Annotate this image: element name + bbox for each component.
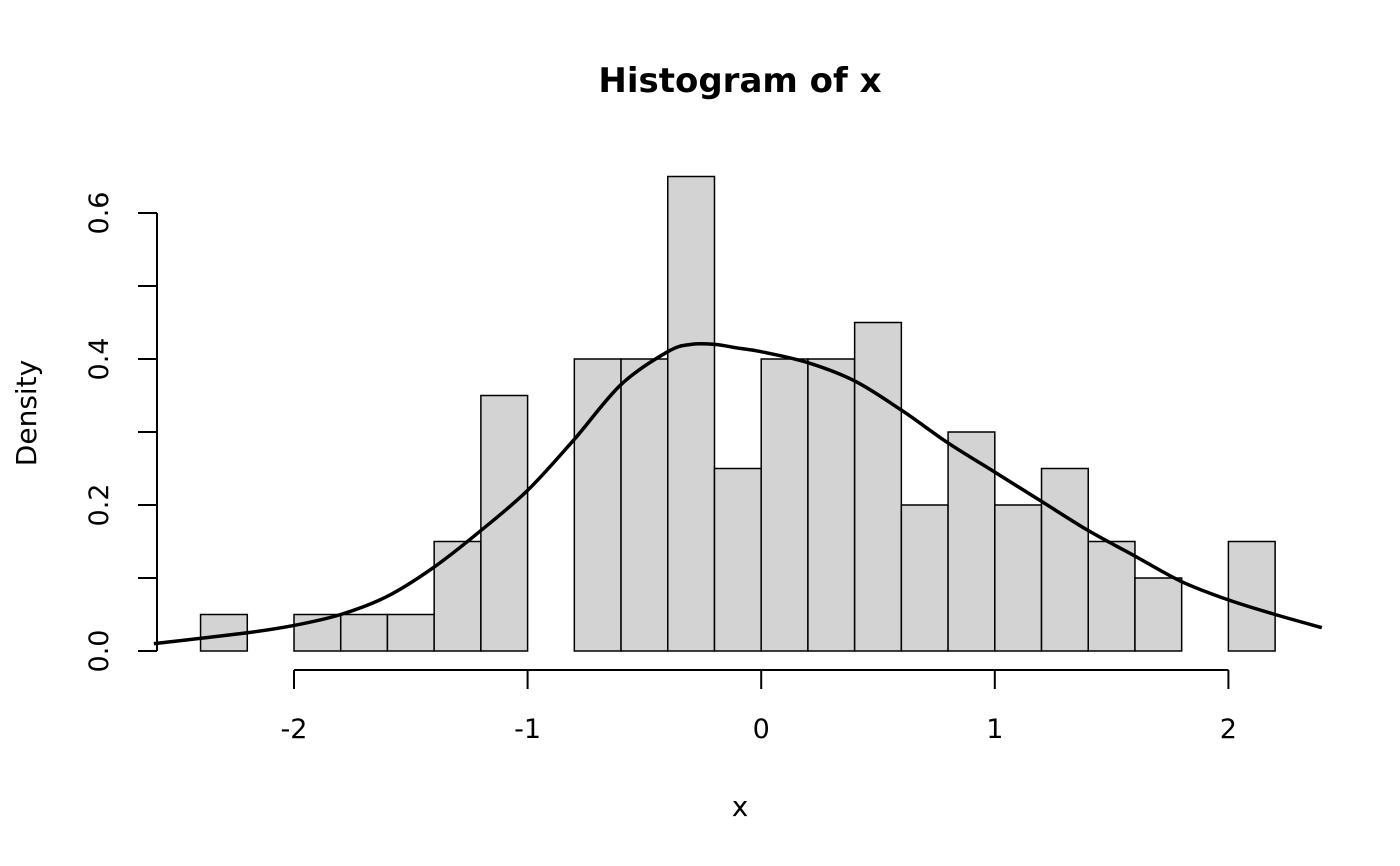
histogram-bar: [807, 358, 856, 652]
histogram-bar: [947, 431, 996, 652]
x-axis-label: x: [732, 790, 749, 823]
histogram-bar: [620, 358, 669, 652]
histogram-bars: [199, 175, 1276, 652]
histogram-bar: [433, 540, 482, 652]
histogram-bar: [1087, 540, 1136, 652]
histogram-bar: [853, 321, 903, 652]
x-tick-label: 1: [986, 714, 1003, 745]
histogram-bar: [900, 504, 949, 652]
histogram-bar: [573, 358, 622, 652]
y-axis: 0.0 0.2 0.4 0.6: [84, 192, 158, 673]
histogram-bar: [667, 175, 716, 652]
y-tick-label: 0.6: [84, 192, 115, 235]
density-curve: [153, 341, 1323, 646]
histogram-bar: [1227, 540, 1276, 652]
x-tick-label: 2: [1220, 714, 1237, 745]
y-tick-label: 0.0: [84, 630, 115, 673]
y-tick-label: 0.2: [84, 484, 115, 527]
histogram-bar: [713, 467, 762, 652]
histogram-bar: [1134, 577, 1183, 652]
y-tick-label: 0.4: [84, 338, 115, 381]
histogram-bar: [1040, 467, 1089, 652]
histogram-bar: [760, 358, 809, 652]
histogram-bar: [994, 504, 1043, 652]
histogram-bar: [386, 613, 435, 652]
chart-title: Histogram of x: [598, 61, 881, 101]
y-axis-label: Density: [10, 360, 43, 466]
x-tick-label: 0: [753, 714, 770, 745]
x-tick-label: -1: [514, 714, 541, 745]
histogram-bar: [339, 613, 389, 652]
x-axis: -2 -1 0 1 2: [281, 669, 1237, 745]
x-tick-label: -2: [281, 714, 308, 745]
